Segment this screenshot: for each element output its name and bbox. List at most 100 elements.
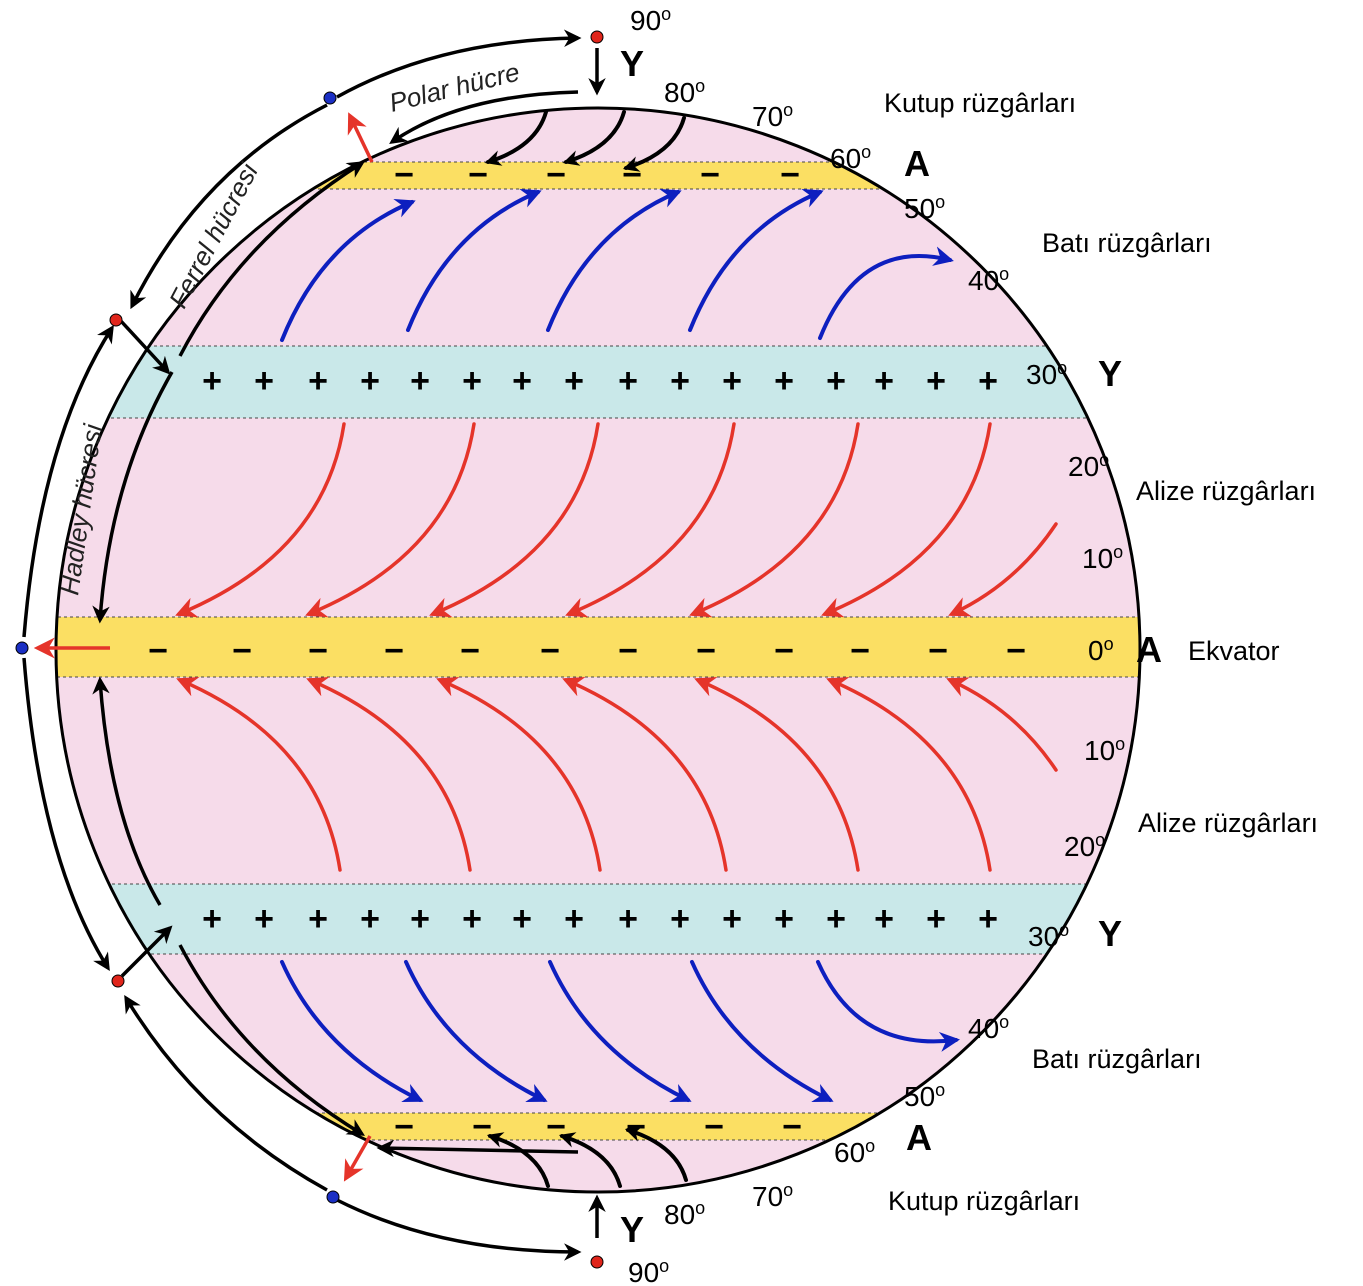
pole-dot-south [590, 1255, 604, 1269]
low-sign-equator-9: − [850, 632, 870, 670]
lat-10n: 10o [1082, 542, 1123, 574]
high-sign-30s-2: + [308, 900, 328, 938]
trade-wind-arrow-south-4 [694, 676, 860, 872]
high-sign-30n-1: + [254, 362, 274, 400]
high-sign-30s-12: + [826, 900, 846, 938]
high-sign-30n-4: + [410, 362, 430, 400]
low-pressure-label-equator: A [1136, 629, 1162, 670]
low-sign-equator-6: − [618, 632, 638, 670]
dot-equator [15, 641, 29, 655]
trade-wind-arrow-north-4 [689, 422, 860, 618]
lat-50n: 50o [904, 192, 945, 224]
westerly-arrow-north-2 [546, 189, 682, 332]
high-sign-30n-11: + [774, 362, 794, 400]
high-sign-30s-8: + [618, 900, 638, 938]
polar-winds-label-south: Kutup rüzgârları [888, 1186, 1080, 1216]
low-band-north-60 [56, 161, 1140, 190]
lat-60s: 60o [834, 1136, 875, 1168]
pressure-labels: Y A Y A Y A Y [620, 43, 1162, 1250]
lat-70n: 70o [752, 100, 793, 132]
low-sign-equator-1: − [232, 632, 252, 670]
polar-easterly-arrow-north-1 [562, 110, 626, 166]
lat-0: 0o [1088, 634, 1114, 666]
westerly-arrow-south-0 [280, 960, 424, 1102]
westerly-arrow-north-4 [818, 246, 954, 340]
high-sign-30s-3: + [360, 900, 380, 938]
trade-wind-arrow-south-0 [176, 676, 342, 872]
westerly-arrow-south-2 [548, 960, 692, 1102]
high-pressure-label-90s: Y [620, 1209, 644, 1250]
low-sign-60n-5: − [780, 156, 800, 194]
high-sign-30s-11: + [774, 900, 794, 938]
westerly-arrow-north-3 [688, 189, 824, 332]
westerly-arrow-north-1 [406, 189, 542, 332]
ferrel-cell-outer-arc-south [124, 995, 328, 1192]
low-sign-60s-1: − [472, 1108, 492, 1146]
ferrel-cell-inner-arc-south [178, 944, 365, 1136]
high-sign-30s-10: + [722, 900, 742, 938]
high-sign-30s-7: + [564, 900, 584, 938]
trade-wind-arrow-south-3 [562, 676, 728, 872]
lat-80n: 80o [664, 76, 705, 108]
high-sign-30s-1: + [254, 900, 274, 938]
high-sign-30n-7: + [564, 362, 584, 400]
polar-easterly-arrow-south-1 [558, 1132, 622, 1188]
hadley-cell-inner-arc-north [92, 371, 174, 624]
low-sign-60s-4: − [704, 1108, 724, 1146]
trade-wind-arrow-north-3 [565, 422, 736, 618]
low-pressure-label-60s: A [906, 1117, 932, 1158]
polar-easterly-arrow-south-0 [486, 1132, 550, 1188]
trade-winds-label-south: Alize rüzgârları [1138, 808, 1318, 838]
dot-30s [111, 974, 125, 988]
high-sign-30n-3: + [360, 362, 380, 400]
low-sign-equator-5: − [540, 632, 560, 670]
lat-40s: 40o [968, 1012, 1009, 1044]
high-band-north-30 [56, 345, 1140, 419]
low-sign-60n-1: − [468, 156, 488, 194]
high-sign-30n-9: + [670, 362, 690, 400]
polar-easterly-arrow-north-2 [622, 116, 686, 172]
lat-70s: 70o [752, 1180, 793, 1212]
lat-80s: 80o [664, 1198, 705, 1230]
high-sign-30s-13: + [874, 900, 894, 938]
high-sign-30n-14: + [926, 362, 946, 400]
polar-cell-outer-arc-south [336, 1198, 582, 1261]
wind-belt-labels: Kutup rüzgârları Batı rüzgârları Alize r… [884, 88, 1318, 1216]
high-sign-30n-5: + [462, 362, 482, 400]
trade-wind-arrow-north-1 [305, 422, 476, 618]
trade-wind-arrow-south-1 [306, 676, 472, 872]
low-sign-60s-2: − [546, 1108, 566, 1146]
high-sign-30n-15: + [978, 362, 998, 400]
westerlies-label-south: Batı rüzgârları [1032, 1044, 1202, 1074]
westerly-arrow-north-0 [280, 199, 416, 342]
high-band-south-30 [56, 883, 1140, 955]
polar-easterly-arrow-north-0 [484, 110, 548, 166]
trade-wind-arrow-south-6 [946, 677, 1058, 772]
dot-30n [109, 313, 123, 327]
trade-winds-label-north: Alize rüzgârları [1136, 476, 1316, 506]
lat-90s: 90o [628, 1256, 669, 1286]
high-sign-30n-2: + [308, 362, 328, 400]
lat-30s: 30o [1028, 920, 1069, 952]
high-sign-30n-12: + [826, 362, 846, 400]
hadley-cell-inner-arc-south [92, 676, 162, 906]
polar-cell-outer-arc [336, 29, 582, 99]
polar-easterly-arrow-south-2 [624, 1126, 688, 1182]
equator-label: Ekvator [1188, 636, 1280, 666]
low-sign-60n-4: − [700, 156, 720, 194]
lat-30n: 30o [1026, 358, 1067, 390]
westerly-arrow-south-1 [404, 960, 548, 1102]
lat-40n: 40o [968, 264, 1009, 296]
high-pressure-label-30s: Y [1098, 913, 1122, 954]
low-sign-equator-8: − [774, 632, 794, 670]
low-band-south-60 [56, 1112, 1140, 1141]
high-pressure-label-90n: Y [620, 43, 644, 84]
polar-cell-inner-arc-south [376, 1139, 579, 1158]
high-pressure-label-30n: Y [1098, 353, 1122, 394]
westerly-arrow-south-3 [690, 960, 834, 1102]
high-sign-30s-9: + [670, 900, 690, 938]
low-band-equator [56, 616, 1140, 678]
cell-junction-dots [15, 30, 604, 1269]
pressure-bands [56, 161, 1140, 1141]
rising-air-arrows [33, 112, 374, 1182]
